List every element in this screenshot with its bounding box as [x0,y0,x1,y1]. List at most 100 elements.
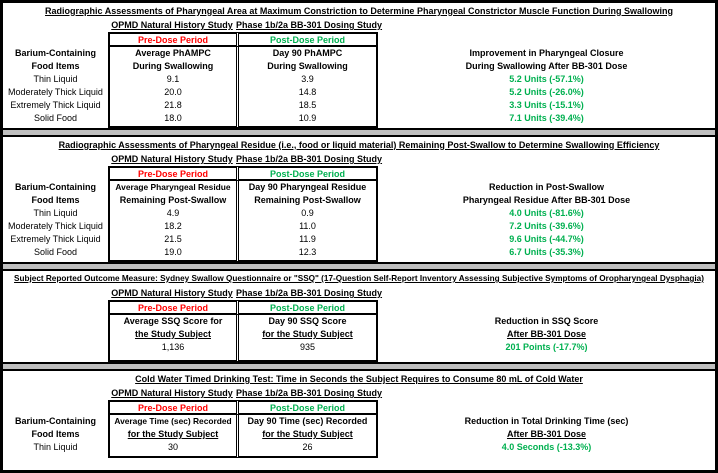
result-value: 5.2 Units (-26.0%) [509,87,584,97]
result-column-header: Reduction in Total Drinking Time (sec) [464,416,629,426]
data-row: Thin Liquid 4.9 0.9 4.0 Units (-81.6%) [3,207,715,220]
data-row: Extremely Thick Liquid 21.5 11.9 9.6 Uni… [3,233,715,246]
post-dose-period-label: Post-Dose Period [236,32,378,47]
section-title: Radiographic Assessments of Pharyngeal A… [45,5,673,16]
food-item-label: Thin Liquid [33,208,78,218]
column-header-row: Barium-Containing Average Time (sec) Rec… [3,415,715,428]
result-value: 3.3 Units (-15.1%) [509,100,584,110]
post-dose-period-label: Post-Dose Period [236,300,378,315]
study-label-opmd: OPMD Natural History Study [111,154,233,164]
pre-dose-column-header: Average Time (sec) Recorded [108,415,236,428]
food-item-label: Solid Food [33,113,78,123]
post-dose-column-header: During Swallowing [236,60,378,73]
data-row: Thin Liquid 30 26 4.0 Seconds (-13.3%) [3,441,715,454]
post-dose-value: 10.9 [236,112,378,125]
data-row: 1,136 935 201 Points (-17.7%) [3,341,715,354]
pre-dose-column-header: the Study Subject [108,328,236,341]
pre-dose-column-header: for the Study Subject [108,428,236,441]
pre-dose-value: 19.0 [108,246,236,259]
post-dose-column-header: for the Study Subject [236,428,378,441]
row-label-header: Barium-Containing [15,48,96,58]
column-header-row: Barium-Containing Average Pharyngeal Res… [3,181,715,194]
period-header-row: Pre-Dose Period Post-Dose Period [3,166,715,181]
result-column-header: Reduction in Post-Swallow [488,182,604,192]
pre-dose-period-label: Pre-Dose Period [108,400,236,415]
result-value: 4.0 Units (-81.6%) [509,208,584,218]
result-value: 5.2 Units (-57.1%) [509,74,584,84]
row-label-header [3,328,108,341]
study-header-row: OPMD Natural History Study Phase 1b/2a B… [3,386,715,400]
data-row: Solid Food 18.0 10.9 7.1 Units (-39.4%) [3,112,715,125]
food-item-label: Moderately Thick Liquid [8,87,103,97]
result-value: 7.2 Units (-39.6%) [509,221,584,231]
data-row: Thin Liquid 9.1 3.9 5.2 Units (-57.1%) [3,73,715,86]
post-dose-period-label: Post-Dose Period [236,400,378,415]
data-row: Extremely Thick Liquid 21.8 18.5 3.3 Uni… [3,99,715,112]
section-separator [3,362,715,371]
food-item-label [3,341,108,354]
result-column-header: Reduction in SSQ Score [494,316,599,326]
post-dose-value: 26 [236,441,378,454]
post-dose-value: 3.9 [236,73,378,86]
pre-dose-value: 1,136 [108,341,236,354]
column-header-row: Average SSQ Score for Day 90 SSQ Score R… [3,315,715,328]
column-header-row: the Study Subject for the Study Subject … [3,328,715,341]
data-row: Moderately Thick Liquid 18.2 11.0 7.2 Un… [3,220,715,233]
pre-dose-value: 9.1 [108,73,236,86]
result-column-header: After BB-301 Dose [506,329,587,339]
post-dose-column-header: Day 90 SSQ Score [236,315,378,328]
study-label-phase: Phase 1b/2a BB-301 Dosing Study [236,388,383,398]
section-cold-water-test: Cold Water Timed Drinking Test: Time in … [3,371,715,458]
column-header-row: Food Items During Swallowing During Swal… [3,60,715,73]
post-dose-column-header: for the Study Subject [236,328,378,341]
pre-dose-value: 21.8 [108,99,236,112]
food-item-label: Thin Liquid [33,74,78,84]
row-label-header: Barium-Containing [15,416,96,426]
food-item-label: Solid Food [33,247,78,257]
result-value: 201 Points (-17.7%) [505,342,588,352]
post-dose-value: 14.8 [236,86,378,99]
pre-dose-period-label: Pre-Dose Period [108,300,236,315]
section-separator [3,128,715,137]
study-header-row: OPMD Natural History Study Phase 1b/2a B… [3,286,715,300]
food-item-label: Extremely Thick Liquid [10,234,101,244]
section-ssq: Subject Reported Outcome Measure: Sydney… [3,271,715,362]
pre-dose-period-label: Pre-Dose Period [108,166,236,181]
column-header-row: Food Items for the Study Subject for the… [3,428,715,441]
result-column-header: Improvement in Pharyngeal Closure [469,48,624,58]
data-row: Moderately Thick Liquid 20.0 14.8 5.2 Un… [3,86,715,99]
column-header-row: Food Items Remaining Post-Swallow Remain… [3,194,715,207]
post-dose-column-header: Day 90 Time (sec) Recorded [236,415,378,428]
post-dose-column-header: Day 90 Pharyngeal Residue [236,181,378,194]
post-dose-value: 11.0 [236,220,378,233]
post-dose-value: 0.9 [236,207,378,220]
pre-dose-value: 18.2 [108,220,236,233]
period-header-row: Pre-Dose Period Post-Dose Period [3,32,715,47]
pre-dose-column-header: Average SSQ Score for [108,315,236,328]
post-dose-value: 12.3 [236,246,378,259]
post-dose-column-header: Remaining Post-Swallow [236,194,378,207]
study-header-row: OPMD Natural History Study Phase 1b/2a B… [3,18,715,32]
result-value: 6.7 Units (-35.3%) [509,247,584,257]
result-column-header: Pharyngeal Residue After BB-301 Dose [462,195,631,205]
study-label-opmd: OPMD Natural History Study [111,288,233,298]
period-header-row: Pre-Dose Period Post-Dose Period [3,400,715,415]
post-dose-value: 18.5 [236,99,378,112]
section-title: Subject Reported Outcome Measure: Sydney… [14,274,704,283]
study-label-phase: Phase 1b/2a BB-301 Dosing Study [236,154,383,164]
column-header-row: Barium-Containing Average PhAMPC Day 90 … [3,47,715,60]
row-label-header: Food Items [31,61,80,71]
data-row: Solid Food 19.0 12.3 6.7 Units (-35.3%) [3,246,715,259]
study-header-row: OPMD Natural History Study Phase 1b/2a B… [3,152,715,166]
row-label-header: Barium-Containing [15,182,96,192]
result-value: 7.1 Units (-39.4%) [509,113,584,123]
period-header-row: Pre-Dose Period Post-Dose Period [3,300,715,315]
pre-dose-value: 18.0 [108,112,236,125]
section-title: Radiographic Assessments of Pharyngeal R… [58,139,660,150]
section-pharyngeal-area: Radiographic Assessments of Pharyngeal A… [3,3,715,128]
post-dose-period-label: Post-Dose Period [236,166,378,181]
study-label-phase: Phase 1b/2a BB-301 Dosing Study [236,288,383,298]
pre-dose-column-header: Remaining Post-Swallow [108,194,236,207]
pre-dose-value: 21.5 [108,233,236,246]
